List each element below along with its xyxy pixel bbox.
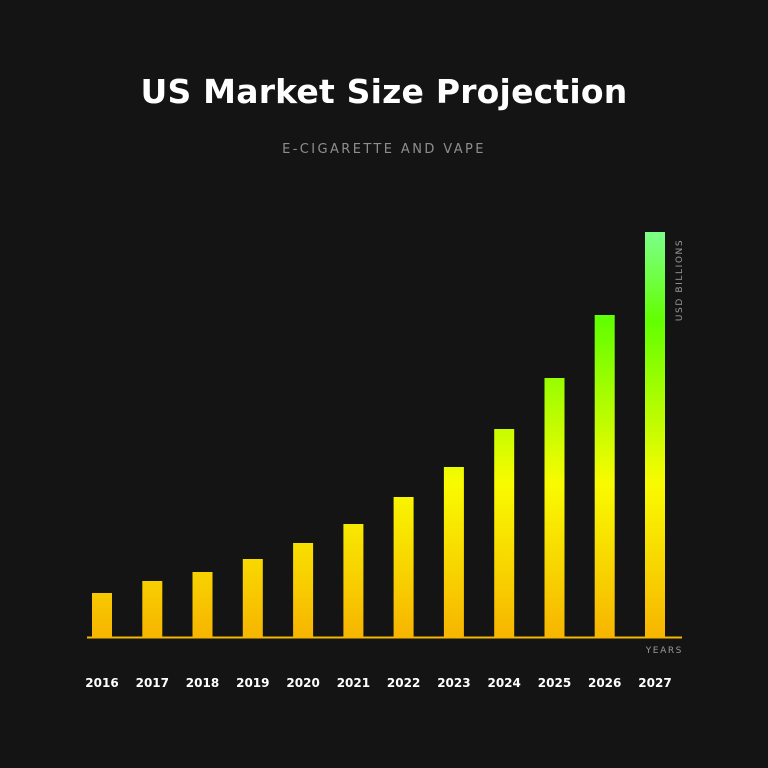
x-tick-label-2016: 2016	[85, 676, 118, 690]
bar-2023	[443, 467, 464, 637]
x-tick-label-2018: 2018	[186, 676, 219, 690]
x-tick-label-2022: 2022	[387, 676, 420, 690]
x-tick-label-2024: 2024	[487, 676, 520, 690]
bar-2019	[242, 559, 263, 637]
x-axis-title: YEARS	[645, 646, 683, 656]
x-tick-label-2026: 2026	[588, 676, 621, 690]
bar-2018	[192, 572, 213, 637]
bar-2027	[645, 232, 665, 637]
bar-2016	[92, 593, 112, 637]
bars-layer	[92, 232, 665, 637]
x-tick-label-2021: 2021	[337, 676, 370, 690]
x-tick-label-2025: 2025	[538, 676, 571, 690]
chart-subtitle: E-CIGARETTE AND VAPE	[282, 142, 486, 157]
x-tick-label-2027: 2027	[638, 676, 671, 690]
bar-2024	[494, 429, 515, 637]
bar-2021	[343, 524, 364, 637]
bar-2022	[393, 497, 414, 637]
x-tick-label-2019: 2019	[236, 676, 269, 690]
bar-2026	[594, 315, 615, 637]
y-axis-title: USD BILLIONS	[675, 239, 685, 321]
bar-2020	[293, 543, 314, 637]
bar-2017	[142, 581, 163, 637]
x-tick-labels: 2016 2017 2018 2019 2020 2021 2022 2023 2024 2025…	[85, 676, 671, 690]
x-tick-label-2023: 2023	[437, 676, 470, 690]
x-tick-label-2017: 2017	[136, 676, 169, 690]
chart-title: US Market Size Projection	[140, 72, 628, 111]
bar-2025	[544, 378, 565, 637]
x-tick-label-2020: 2020	[286, 676, 319, 690]
